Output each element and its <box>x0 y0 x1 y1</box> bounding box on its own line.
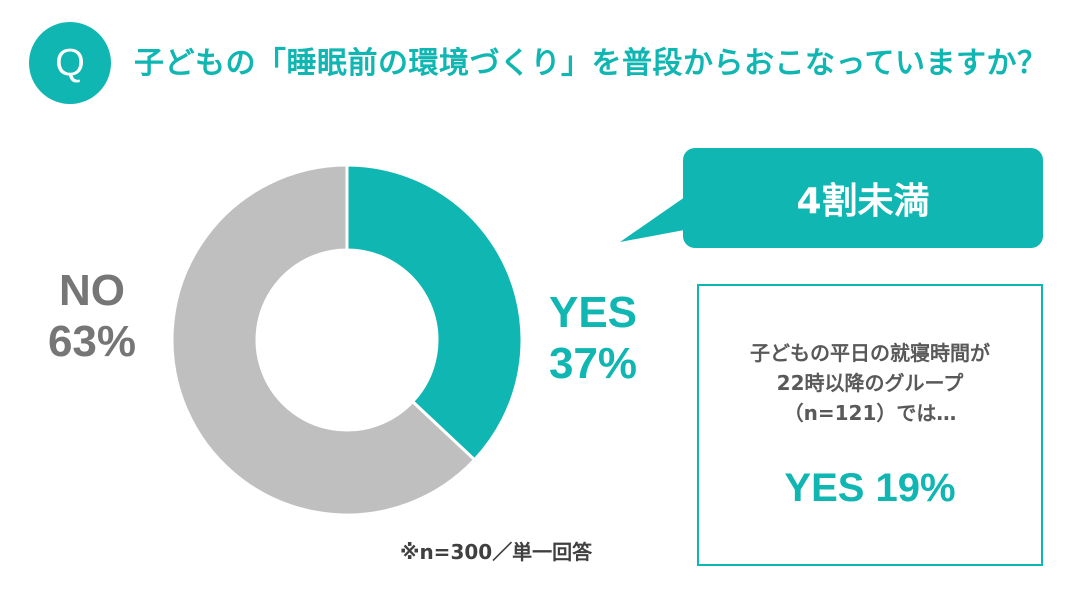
question-title: 子どもの「睡眠前の環境づくり」を普段からおこなっていますか？ <box>134 46 1048 81</box>
callout-tail <box>620 190 695 242</box>
subgroup-line-3: （n=121）では… <box>783 401 957 425</box>
subgroup-result: YES 19% <box>784 466 956 510</box>
question-badge: Q <box>29 22 111 104</box>
pie-label-yes: YES 37% <box>528 288 658 389</box>
callout-text: 4割未満 <box>796 181 930 222</box>
pie-label-no: NO 63% <box>32 266 152 367</box>
pie-label-no-percent: 63% <box>47 316 137 366</box>
pie-label-yes-percent: 37% <box>548 338 638 388</box>
footnote: ※n=300／単一回答 <box>400 540 593 564</box>
subgroup-description: 子どもの平日の就寝時間が 22時以降のグループ （n=121）では… <box>699 338 1041 428</box>
pie-label-no-name: NO <box>59 266 125 315</box>
question-badge-letter: Q <box>55 41 85 84</box>
callout-bubble: 4割未満 <box>683 148 1043 248</box>
subgroup-line-1: 子どもの平日の就寝時間が <box>750 341 990 365</box>
pie-slice-yes <box>345 163 524 462</box>
pie-slice-no <box>170 163 477 517</box>
pie-label-yes-name: YES <box>548 288 638 337</box>
subgroup-line-2: 22時以降のグループ <box>776 371 964 395</box>
subgroup-box: 子どもの平日の就寝時間が 22時以降のグループ （n=121）では… YES 1… <box>697 284 1043 566</box>
